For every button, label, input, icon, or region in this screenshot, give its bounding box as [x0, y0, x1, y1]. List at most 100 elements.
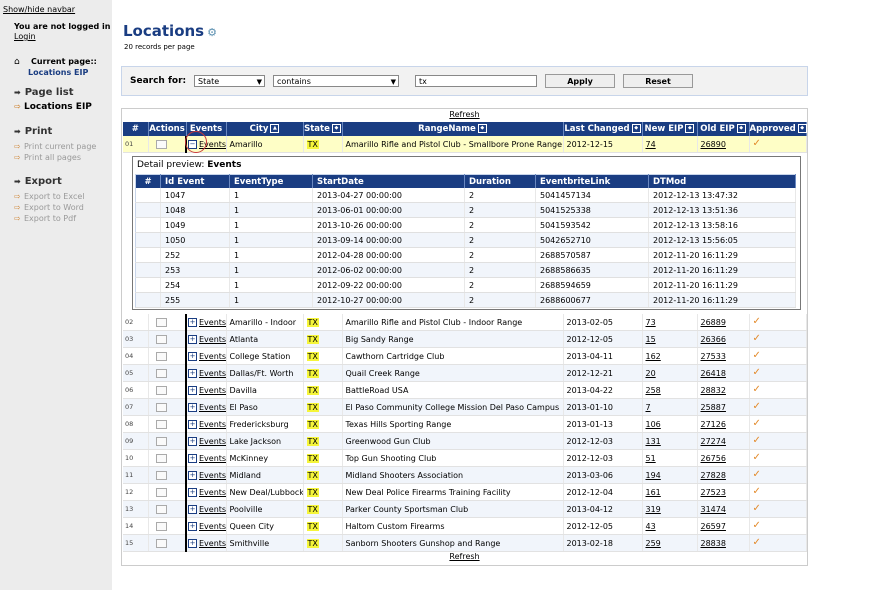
view-record-icon[interactable]	[155, 419, 167, 429]
old-eip-link[interactable]: 27523	[700, 487, 726, 497]
refresh-link-top[interactable]: Refresh	[449, 110, 480, 119]
search-input[interactable]: tx	[415, 75, 537, 87]
col-header-rangename[interactable]: RangeName ◆	[342, 122, 564, 136]
new-eip-link[interactable]: 51	[645, 453, 656, 463]
old-eip-link[interactable]: 26889	[700, 317, 726, 327]
new-eip-link[interactable]: 258	[645, 385, 661, 395]
export-pdf-item[interactable]: ⇨ Export to Pdf	[14, 214, 77, 223]
new-eip-link[interactable]: 15	[645, 334, 656, 344]
old-eip-link[interactable]: 26418	[700, 368, 726, 378]
events-link[interactable]: Events	[199, 368, 226, 378]
view-record-icon[interactable]	[155, 334, 167, 344]
nav-item-locations-eip[interactable]: ⇨ Locations EIP	[14, 102, 92, 112]
old-eip-link[interactable]: 26756	[700, 453, 726, 463]
view-record-icon[interactable]	[155, 139, 167, 149]
old-eip-link[interactable]: 28838	[700, 538, 726, 548]
sort-icon[interactable]: ▲	[270, 124, 280, 133]
export-word-item[interactable]: ⇨ Export to Word	[14, 203, 84, 212]
login-link[interactable]: Login	[14, 32, 36, 41]
expand-icon[interactable]: +	[188, 504, 197, 514]
events-link[interactable]: Events	[199, 334, 226, 344]
view-record-icon[interactable]	[155, 317, 167, 327]
view-record-icon[interactable]	[155, 470, 167, 480]
expand-icon[interactable]: +	[188, 436, 197, 446]
events-link[interactable]: Events	[199, 317, 226, 327]
events-link[interactable]: Events	[199, 139, 226, 149]
new-eip-link[interactable]: 74	[645, 139, 656, 149]
new-eip-link[interactable]: 73	[645, 317, 656, 327]
old-eip-link[interactable]: 28832	[700, 385, 726, 395]
col-header-new-eip[interactable]: New EIP ◆	[642, 122, 698, 136]
view-record-icon[interactable]	[155, 538, 167, 548]
sort-icon[interactable]: ◆	[631, 124, 641, 133]
view-record-icon[interactable]	[155, 436, 167, 446]
old-eip-link[interactable]: 26366	[700, 334, 726, 344]
sort-icon[interactable]: ◆	[685, 124, 695, 133]
expand-icon[interactable]: +	[188, 402, 197, 412]
expand-icon[interactable]: +	[188, 334, 197, 344]
apply-button[interactable]: Apply	[545, 74, 615, 88]
col-header-last-changed[interactable]: Last Changed ◆	[563, 122, 643, 136]
events-link[interactable]: Events	[199, 385, 226, 395]
view-record-icon[interactable]	[155, 351, 167, 361]
view-record-icon[interactable]	[155, 504, 167, 514]
view-record-icon[interactable]	[155, 521, 167, 531]
search-field-select[interactable]: State ▼	[194, 75, 265, 87]
events-link[interactable]: Events	[199, 538, 226, 548]
new-eip-link[interactable]: 162	[645, 351, 661, 361]
old-eip-link[interactable]: 27126	[700, 419, 726, 429]
old-eip-link[interactable]: 26597	[700, 521, 726, 531]
expand-icon[interactable]: +	[188, 521, 197, 531]
expand-icon[interactable]: +	[188, 453, 197, 463]
view-record-icon[interactable]	[155, 487, 167, 497]
expand-icon[interactable]: +	[188, 419, 197, 429]
sort-icon[interactable]: ◆	[477, 124, 487, 133]
show-hide-navbar-link[interactable]: Show/hide navbar	[3, 5, 76, 14]
expand-icon[interactable]: +	[188, 317, 197, 327]
events-link[interactable]: Events	[199, 436, 226, 446]
new-eip-link[interactable]: 43	[645, 521, 656, 531]
expand-icon[interactable]: +	[188, 538, 197, 548]
reset-button[interactable]: Reset	[623, 74, 693, 88]
new-eip-link[interactable]: 106	[645, 419, 661, 429]
old-eip-link[interactable]: 26890	[700, 139, 726, 149]
events-link[interactable]: Events	[199, 487, 226, 497]
old-eip-link[interactable]: 27828	[700, 470, 726, 480]
sort-icon[interactable]: ◆	[797, 124, 807, 133]
new-eip-link[interactable]: 319	[645, 504, 661, 514]
print-all-pages-item[interactable]: ⇨ Print all pages	[14, 153, 81, 162]
expand-icon[interactable]: +	[188, 487, 197, 497]
events-link[interactable]: Events	[199, 504, 226, 514]
col-header-city[interactable]: City ▲	[226, 122, 304, 136]
view-record-icon[interactable]	[155, 402, 167, 412]
new-eip-link[interactable]: 131	[645, 436, 661, 446]
events-link[interactable]: Events	[199, 402, 226, 412]
refresh-link-bottom[interactable]: Refresh	[449, 552, 480, 561]
view-record-icon[interactable]	[155, 385, 167, 395]
events-link[interactable]: Events	[199, 351, 226, 361]
print-current-page-item[interactable]: ⇨ Print current page	[14, 142, 97, 151]
view-record-icon[interactable]	[155, 453, 167, 463]
new-eip-link[interactable]: 194	[645, 470, 661, 480]
new-eip-link[interactable]: 259	[645, 538, 661, 548]
expand-icon[interactable]: +	[188, 470, 197, 480]
old-eip-link[interactable]: 27533	[700, 351, 726, 361]
col-header-state[interactable]: State ◆	[303, 122, 343, 136]
col-header-approved[interactable]: Approved ◆	[749, 122, 807, 136]
export-excel-item[interactable]: ⇨ Export to Excel	[14, 192, 85, 201]
new-eip-link[interactable]: 20	[645, 368, 656, 378]
old-eip-link[interactable]: 25887	[700, 402, 726, 412]
view-record-icon[interactable]	[155, 368, 167, 378]
new-eip-link[interactable]: 7	[645, 402, 651, 412]
events-link[interactable]: Events	[199, 453, 226, 463]
sort-icon[interactable]: ◆	[736, 124, 746, 133]
expand-icon[interactable]: +	[188, 351, 197, 361]
old-eip-link[interactable]: 27274	[700, 436, 726, 446]
sort-icon[interactable]: ◆	[331, 124, 341, 133]
old-eip-link[interactable]: 31474	[700, 504, 726, 514]
events-link[interactable]: Events	[199, 470, 226, 480]
gear-icon[interactable]: ⚙	[207, 26, 217, 39]
expand-icon[interactable]: +	[188, 385, 197, 395]
events-link[interactable]: Events	[199, 521, 226, 531]
col-header-old-eip[interactable]: Old EIP ◆	[697, 122, 750, 136]
